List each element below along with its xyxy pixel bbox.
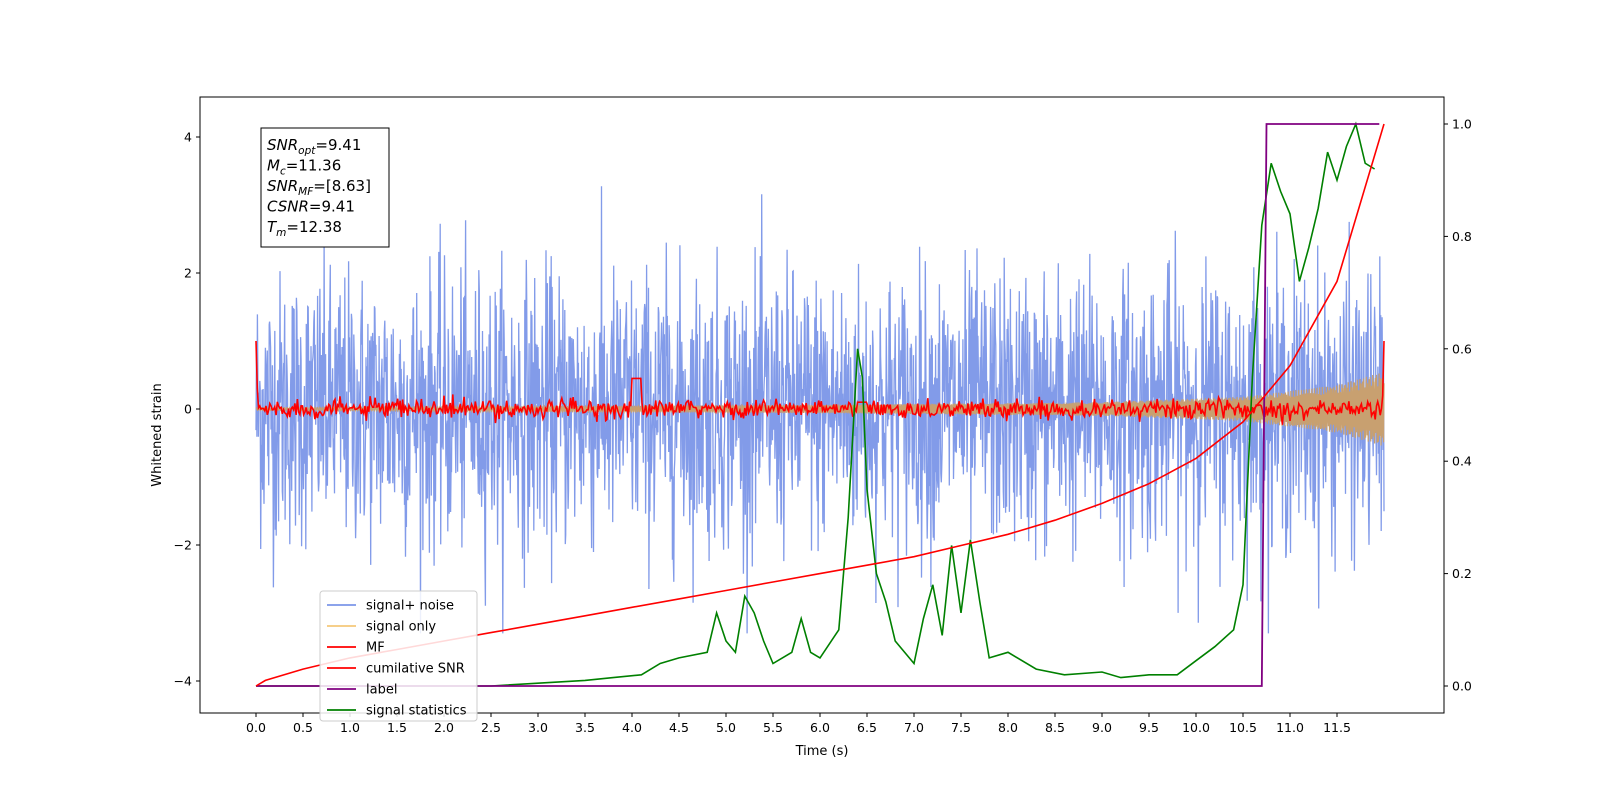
y2-tick-label: 0.6	[1452, 341, 1472, 356]
annotation-line: SNRopt=9.41	[267, 136, 361, 157]
annotation-line: Mc=11.36	[267, 157, 341, 178]
x-axis: 0.0 0.5 1.0 1.5 2.0 2.5 3.0 3.5 4.0 4.5 5.0 5.5 6.0 6…	[246, 713, 1351, 735]
y2-tick-label: 0.8	[1452, 229, 1472, 244]
y2-tick-label: 0.2	[1452, 566, 1472, 581]
y-tick-label: 0	[184, 402, 192, 417]
x-tick-label: 2.5	[481, 720, 501, 735]
x-tick-label: 3.5	[575, 720, 595, 735]
x-tick-label: 10.0	[1182, 720, 1210, 735]
series-signal-plus-noise	[255, 186, 1385, 634]
annotation-symbol: T	[267, 218, 278, 236]
annotation-line: Tm=12.38	[267, 218, 342, 239]
x-tick-label: 4.0	[622, 720, 642, 735]
series-signal-statistics	[256, 121, 1376, 687]
x-tick-label: 2.0	[434, 720, 454, 735]
y2-tick-label: 1.0	[1452, 117, 1472, 132]
legend-label: signal only	[366, 620, 436, 635]
series-mf	[255, 340, 1385, 425]
annotation-symbol: CSNR	[267, 198, 309, 216]
x-axis-label: Time (s)	[795, 744, 849, 759]
y2-tick-label: 0.0	[1452, 679, 1472, 694]
x-tick-label: 7.5	[951, 720, 971, 735]
x-tick-label: 6.5	[857, 720, 877, 735]
y-tick-label: −4	[174, 674, 192, 689]
x-tick-label: 0.5	[293, 720, 313, 735]
annotation-symbol: SNR	[267, 136, 298, 154]
x-tick-label: 11.0	[1276, 720, 1304, 735]
annotation-value: =[8.63]	[313, 177, 371, 195]
x-tick-label: 5.5	[763, 720, 783, 735]
annotation-symbol: SNR	[267, 177, 298, 195]
x-tick-label: 1.0	[340, 720, 360, 735]
x-tick-label: 7.0	[904, 720, 924, 735]
x-tick-label: 5.0	[716, 720, 736, 735]
y-tick-label: 2	[184, 266, 192, 281]
y-axis-left: −4 −2 0 2 4	[174, 130, 200, 689]
x-tick-label: 1.5	[387, 720, 407, 735]
legend-label: label	[366, 683, 397, 698]
annotation-subscript: opt	[298, 145, 316, 157]
y-tick-label: −2	[174, 538, 192, 553]
legend-label: signal statistics	[366, 704, 467, 719]
y-axis-right: 0.0 0.2 0.4 0.6 0.8 1.0	[1444, 117, 1472, 694]
y-tick-label: 4	[184, 130, 192, 145]
legend: signal+ noise signal only MF cumilative SNR…	[319, 590, 478, 722]
x-tick-label: 4.5	[669, 720, 689, 735]
annotation-symbol: M	[267, 157, 280, 175]
x-tick-label: 8.0	[998, 720, 1018, 735]
x-tick-label: 8.5	[1045, 720, 1065, 735]
annotation-subscript: c	[280, 166, 286, 178]
legend-label: MF	[366, 641, 385, 656]
x-tick-label: 11.5	[1323, 720, 1351, 735]
x-tick-label: 0.0	[246, 720, 266, 735]
x-tick-label: 6.0	[810, 720, 830, 735]
series-label	[256, 123, 1380, 687]
annotation-subscript: MF	[298, 186, 314, 198]
annotation-value: =9.41	[309, 198, 355, 216]
x-tick-label: 3.0	[528, 720, 548, 735]
annotation-value: =9.41	[315, 136, 361, 154]
annotation-value: =11.36	[286, 157, 342, 175]
x-tick-label: 9.5	[1139, 720, 1159, 735]
y-axis-label: Whitened strain	[150, 383, 165, 486]
legend-label: cumilative SNR	[366, 662, 465, 677]
annotation-value: =12.38	[286, 218, 342, 236]
plot-frame	[199, 96, 1445, 714]
annotation-line: CSNR=9.41	[267, 198, 355, 216]
x-tick-label: 9.0	[1092, 720, 1112, 735]
annotation-subscript: m	[276, 227, 286, 239]
annotation-box: SNRopt=9.41Mc=11.36SNRMF=[8.63]CSNR=9.41…	[260, 127, 390, 248]
x-tick-label: 10.5	[1229, 720, 1257, 735]
annotation-line: SNRMF=[8.63]	[267, 177, 371, 198]
y2-tick-label: 0.4	[1452, 454, 1472, 469]
legend-label: signal+ noise	[366, 599, 454, 614]
